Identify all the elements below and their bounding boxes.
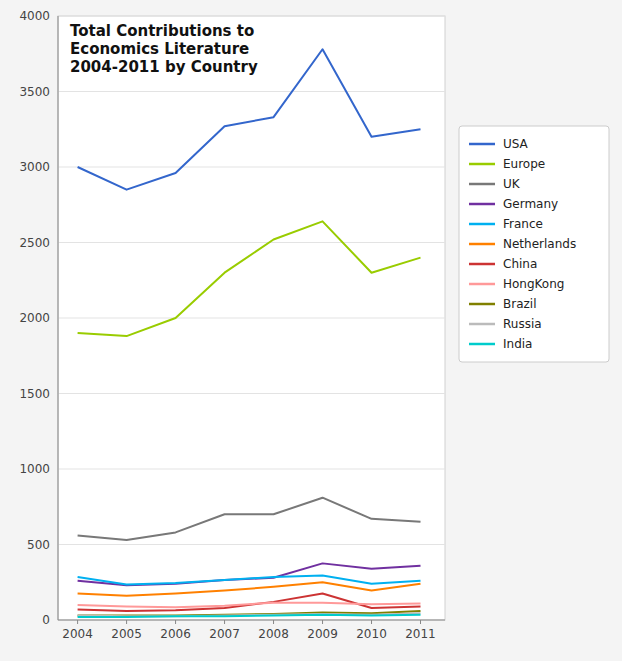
legend-label: Europe [503,157,545,171]
x-tick [322,620,323,624]
title: Total Contributions toEconomics Literatu… [70,22,258,76]
y-tick-label: 3500 [19,85,50,99]
y-tick-label: 4000 [19,9,50,23]
title-line: Economics Literature [70,40,249,58]
legend: USA Europe UK Germany France Netherlands China… [459,126,609,362]
x-axis [58,620,445,621]
y-tick-label: 2000 [19,311,50,325]
x-tick-label: 2008 [258,627,289,641]
x-tick [175,620,176,624]
series-line [78,575,421,584]
legend-label: France [503,217,543,231]
y-tick-label: 2500 [19,236,50,250]
y-tick-label: 1000 [19,462,50,476]
series-line [78,498,421,540]
legend-label: HongKong [503,277,564,291]
grid-line [58,91,445,92]
y-tick-label: 0 [42,613,50,627]
title-line: 2004-2011 by Country [70,58,258,76]
legend-label: India [503,337,532,351]
legend-swatch [469,283,495,286]
series-group [78,49,421,617]
x-tick-label: 2004 [62,627,93,641]
x-tick [273,620,274,624]
legend-swatch [469,243,495,246]
grid-line [58,544,445,545]
x-tick-label: 2009 [307,627,338,641]
legend-label: China [503,257,537,271]
grid-line [58,242,445,243]
title-line: Total Contributions to [70,22,254,40]
legend-label: Netherlands [503,237,576,251]
plot-area [58,16,445,620]
x-tick [77,620,78,624]
y-tick-label: 500 [27,538,50,552]
grid-line [58,167,445,168]
y-tick-label: 3000 [19,160,50,174]
legend-swatch [469,223,495,226]
legend-swatch [469,303,495,306]
legend-label: USA [503,137,529,151]
grid-line [58,16,445,17]
legend-label: Russia [503,317,542,331]
x-tick [126,620,127,624]
legend-swatch [469,203,495,206]
series-line [78,221,421,336]
grid-line [58,393,445,394]
legend-swatch [469,323,495,326]
y-tick-label: 1500 [19,387,50,401]
x-tick [371,620,372,624]
x-tick [224,620,225,624]
legend-label: Brazil [503,297,537,311]
legend-swatch [469,263,495,266]
grid-line [58,318,445,319]
series-line [78,563,421,585]
y-axis [58,16,59,620]
x-tick-label: 2006 [160,627,191,641]
legend-swatch [469,343,495,346]
x-tick-label: 2010 [356,627,387,641]
legend-label: UK [503,177,521,191]
series-line [78,603,421,608]
series-line [78,582,421,596]
legend-swatch [469,143,495,146]
series-line [78,613,421,616]
grid-line [58,469,445,470]
grid-line [58,620,445,621]
x-tick-label: 2007 [209,627,240,641]
x-tick-label: 2005 [111,627,142,641]
x-tick-label: 2011 [405,627,436,641]
legend-swatch [469,163,495,166]
series-line [78,594,421,611]
legend-box [459,126,609,362]
series-line [78,615,421,617]
chart: 0 500 1000 1500 2000 2500 3000 3500 4000 2004 2005… [0,0,622,661]
legend-label: Germany [503,197,558,211]
legend-swatch [469,183,495,186]
x-tick [420,620,421,624]
